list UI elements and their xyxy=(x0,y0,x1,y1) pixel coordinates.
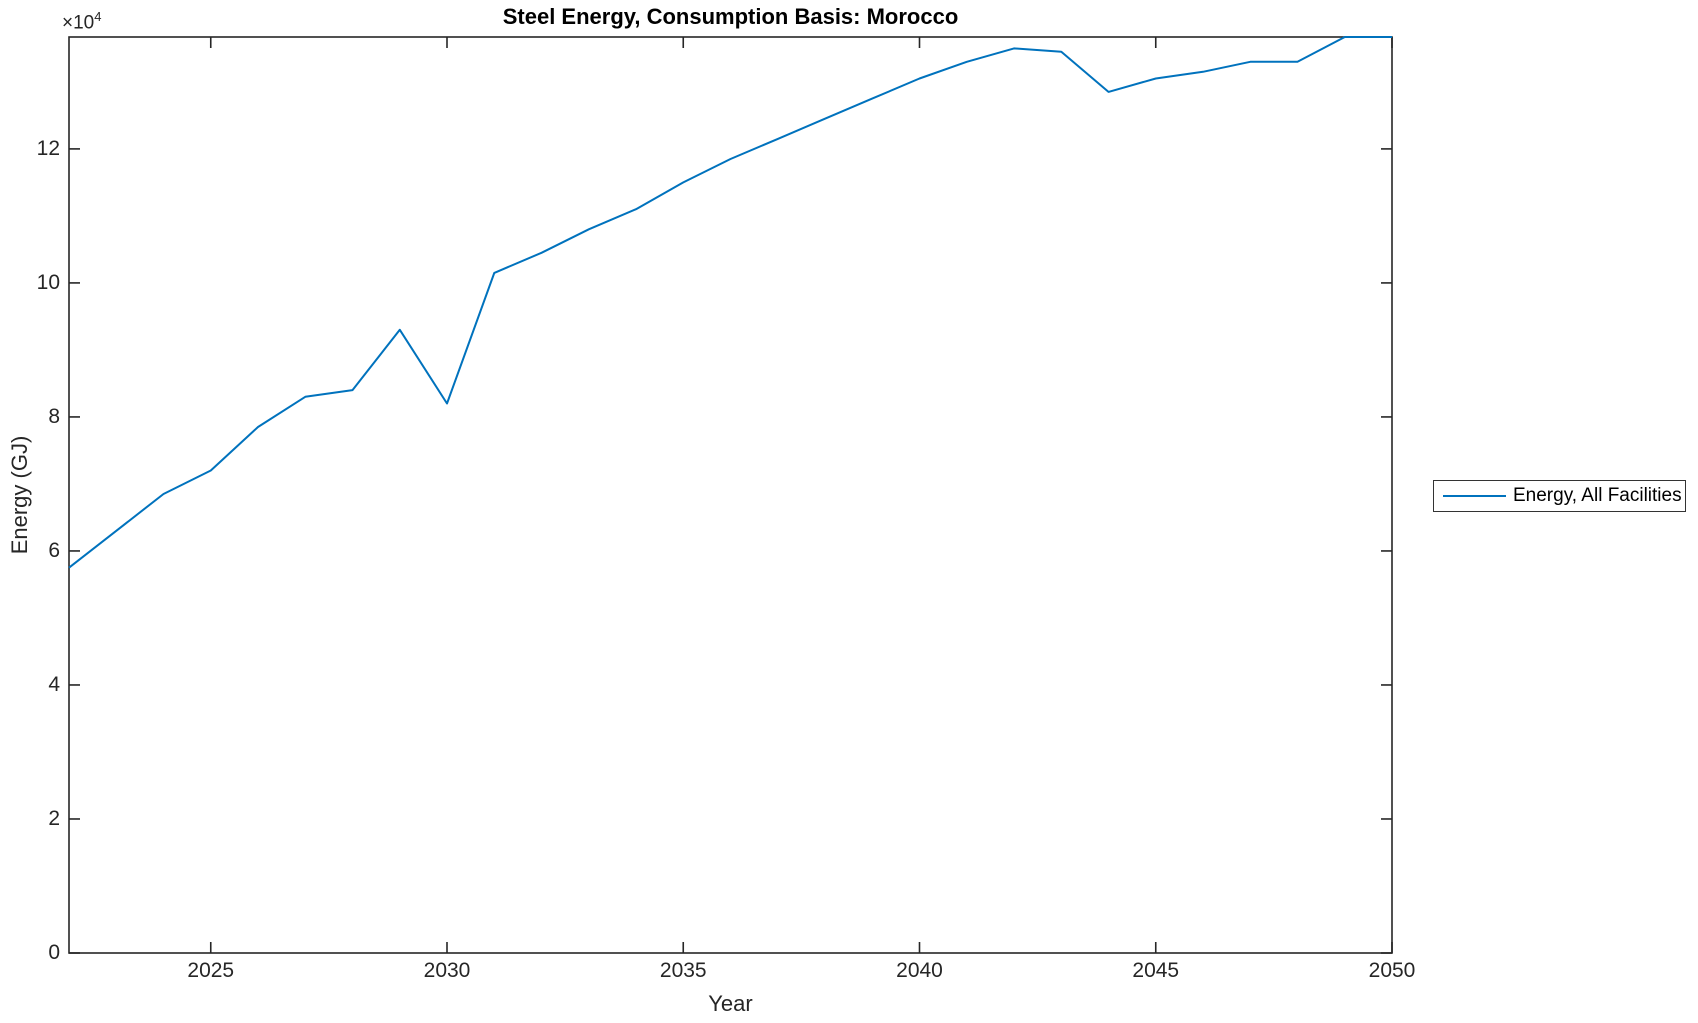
x-tick-label: 2050 xyxy=(1368,959,1416,982)
y-axis-exponent: ×104 xyxy=(62,9,101,34)
y-axis-exponent-base: ×10 xyxy=(62,12,95,34)
x-tick-label: 2030 xyxy=(423,959,471,982)
legend-label: Energy, All Facilities xyxy=(1513,485,1682,506)
x-tick-label: 2035 xyxy=(659,959,707,982)
series-line-energy-all-facilities xyxy=(68,36,1392,569)
y-tick-label: 6 xyxy=(48,538,60,562)
x-tick-label: 2040 xyxy=(896,959,943,982)
y-tick-label: 12 xyxy=(36,136,60,160)
y-tick-label: 8 xyxy=(48,404,60,428)
x-tick-label: 2025 xyxy=(187,959,235,982)
y-tick-label: 2 xyxy=(48,806,60,830)
y-tick-label: 0 xyxy=(48,941,60,964)
axes-box xyxy=(68,36,1393,954)
legend: Energy, All Facilities xyxy=(1433,480,1686,512)
x-tick-label: 2045 xyxy=(1132,959,1180,982)
chart-title: Steel Energy, Consumption Basis: Morocco xyxy=(502,4,959,29)
y-tick-label: 4 xyxy=(48,672,60,696)
y-tick-label: 10 xyxy=(36,270,60,294)
x-axis-label: Year xyxy=(708,991,753,1016)
legend-line-sample-icon xyxy=(1443,495,1506,497)
y-axis-exponent-power: 4 xyxy=(94,9,102,24)
